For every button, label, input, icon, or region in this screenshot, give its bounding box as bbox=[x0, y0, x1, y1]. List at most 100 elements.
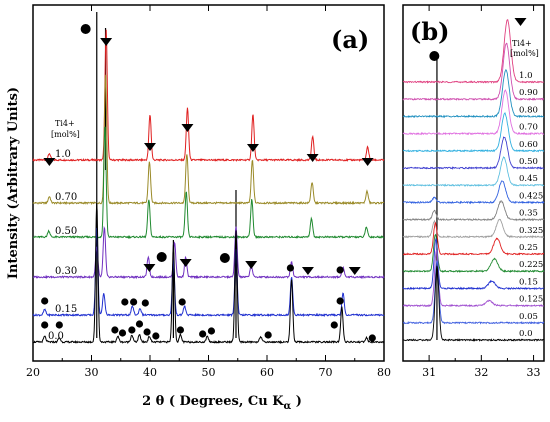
series-line-0.325 bbox=[402, 218, 545, 239]
perovskite-peak-marker bbox=[43, 158, 56, 166]
series-line-1.0 bbox=[32, 29, 385, 163]
secondary-phase-marker bbox=[135, 320, 144, 328]
series-label: 0.05 bbox=[519, 312, 538, 322]
secondary-phase-marker bbox=[141, 299, 149, 307]
secondary-phase-marker bbox=[121, 298, 129, 306]
panel-b-markers bbox=[429, 18, 527, 61]
perovskite-peak-marker bbox=[301, 267, 314, 275]
series-line-0.0 bbox=[402, 265, 545, 342]
series-label: 1.0 bbox=[519, 71, 533, 81]
series-label: 0.60 bbox=[519, 140, 538, 150]
secondary-phase-marker bbox=[41, 321, 49, 329]
series-line-0.35 bbox=[402, 200, 545, 222]
series-label: 0.35 bbox=[519, 209, 538, 219]
series-line-0.30 bbox=[32, 225, 385, 280]
panel-a-legend-header-mol: [mol%] bbox=[51, 130, 80, 139]
series-line-0.15 bbox=[402, 237, 545, 291]
perovskite-peak-marker bbox=[306, 154, 319, 162]
series-label: 0.80 bbox=[519, 105, 538, 115]
series-label: 0.45 bbox=[519, 174, 538, 184]
panel-a-curves bbox=[32, 29, 385, 345]
series-label: 0.15 bbox=[519, 277, 538, 287]
secondary-phase-marker bbox=[176, 326, 185, 334]
panel-b-label: (b) bbox=[410, 17, 450, 46]
perovskite-peak-marker bbox=[179, 259, 192, 267]
series-line-0.70 bbox=[402, 89, 545, 136]
x-tick-label: 32 bbox=[474, 366, 488, 379]
y-axis-title: Intensity (Arbitrary Units) bbox=[6, 87, 21, 279]
x-tick-label: 70 bbox=[319, 366, 333, 379]
perovskite-peak-marker bbox=[348, 267, 361, 275]
secondary-phase-marker bbox=[111, 326, 119, 334]
series-label: 0.30 bbox=[55, 266, 77, 277]
panel-b-series-labels: 1.0 0.90 0.80 0.70 0.60 0.50 0.45 0.425 0.35 0.32… bbox=[519, 71, 543, 339]
perovskite-peak-marker bbox=[514, 18, 527, 26]
secondary-phase-marker bbox=[41, 297, 49, 305]
x-axis-title-end: ) bbox=[291, 394, 302, 409]
series-line-0.15 bbox=[32, 227, 385, 318]
series-label: 0.425 bbox=[519, 191, 543, 201]
secondary-phase-marker bbox=[336, 297, 344, 305]
series-line-0.225 bbox=[402, 233, 545, 273]
series-line-0.25 bbox=[402, 221, 545, 256]
series-label: 0.50 bbox=[519, 157, 538, 167]
x-tick-label: 60 bbox=[260, 366, 274, 379]
series-label: 1.0 bbox=[55, 149, 71, 160]
panel-a-reference-lines bbox=[96, 12, 237, 338]
x-tick-label: 20 bbox=[26, 366, 40, 379]
secondary-phase-marker bbox=[152, 332, 160, 340]
series-label: 0.225 bbox=[519, 260, 543, 270]
secondary-phase-marker bbox=[178, 298, 186, 306]
panel-b-x-ticks: 31 32 33 bbox=[402, 5, 541, 379]
panel-b-legend-header-ti: Ti4+ bbox=[512, 39, 532, 48]
secondary-phase-marker bbox=[286, 264, 294, 272]
series-line-0.50 bbox=[402, 136, 545, 170]
series-line-0.60 bbox=[402, 111, 545, 153]
secondary-phase-marker bbox=[330, 321, 338, 329]
panel-b-frame bbox=[402, 4, 545, 362]
series-label: 0.15 bbox=[55, 304, 77, 315]
x-tick-label: 80 bbox=[377, 366, 391, 379]
secondary-phase-marker bbox=[199, 330, 207, 338]
x-axis-title-subscript: α bbox=[284, 401, 292, 412]
perovskite-peak-marker bbox=[181, 124, 194, 132]
x-tick-label: 40 bbox=[143, 366, 157, 379]
series-label: 0.90 bbox=[519, 88, 538, 98]
x-tick-label: 31 bbox=[422, 366, 436, 379]
panel-a-label: (a) bbox=[331, 25, 369, 54]
x-axis-title-main: 2 θ ( Degrees, Cu K bbox=[142, 394, 284, 409]
secondary-phase-marker bbox=[219, 253, 230, 263]
panel-a-frame bbox=[32, 4, 385, 362]
panel-a-markers bbox=[41, 24, 376, 342]
secondary-phase-marker bbox=[156, 252, 167, 262]
panel-a-series-labels: 1.0 0.70 0.50 0.30 0.15 0.0 bbox=[48, 149, 77, 342]
x-tick-label: 50 bbox=[202, 366, 216, 379]
panel-b: 31 32 33 1.0 0.90 0.80 0.70 0.60 0.50 0.45 0.425 0… bbox=[402, 4, 545, 379]
secondary-phase-marker bbox=[143, 328, 151, 336]
panel-a: 20 30 40 50 60 70 80 1.0 0.70 0.50 0.30 0.15 0.0 (a… bbox=[26, 4, 391, 379]
series-line-0.90 bbox=[402, 42, 545, 102]
secondary-phase-marker bbox=[336, 266, 344, 274]
perovskite-peak-marker bbox=[143, 264, 156, 272]
secondary-phase-marker bbox=[368, 334, 376, 342]
secondary-phase-marker bbox=[80, 24, 91, 34]
panel-a-x-ticks: 20 30 40 50 60 70 80 bbox=[26, 5, 391, 379]
perovskite-peak-marker bbox=[246, 144, 259, 152]
series-line-0.425 bbox=[402, 180, 545, 205]
x-axis-title: 2 θ ( Degrees, Cu Kα ) bbox=[142, 394, 302, 412]
series-label: 0.0 bbox=[519, 329, 533, 339]
secondary-phase-marker bbox=[264, 331, 272, 339]
series-label: 0.25 bbox=[519, 243, 538, 253]
perovskite-peak-marker bbox=[361, 158, 374, 166]
series-line-0.50 bbox=[32, 126, 385, 240]
perovskite-peak-marker bbox=[144, 143, 156, 151]
series-line-0.05 bbox=[402, 260, 545, 325]
secondary-phase-marker bbox=[429, 51, 440, 61]
series-label: 0.325 bbox=[519, 226, 543, 236]
series-label: 0.50 bbox=[55, 226, 77, 237]
series-label: 0.0 bbox=[48, 331, 64, 342]
panel-a-legend-header-ti: Ti4+ bbox=[55, 119, 75, 128]
secondary-phase-marker bbox=[55, 321, 63, 329]
series-line-0.0 bbox=[32, 202, 385, 345]
